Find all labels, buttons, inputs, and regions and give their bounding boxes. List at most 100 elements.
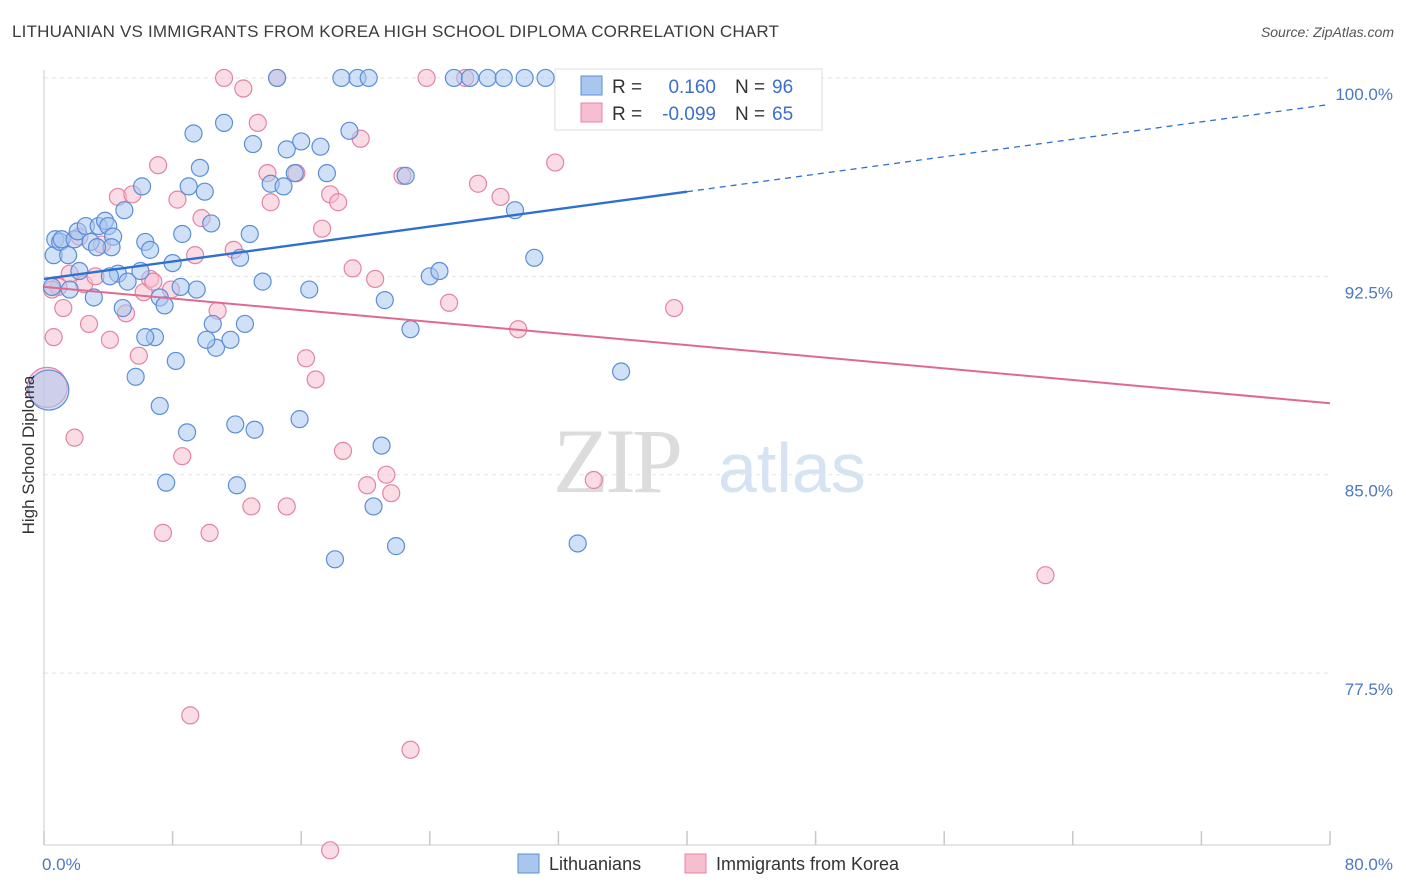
lithuanian-point xyxy=(340,121,359,140)
lithuanian-point xyxy=(460,68,480,88)
series-legend-label-korea: Immigrants from Korea xyxy=(716,854,900,874)
legend-n-value-2: 65 xyxy=(772,104,793,125)
lithuanian-point xyxy=(253,272,272,291)
legend-r-label-1: R = xyxy=(612,77,642,98)
korea-point xyxy=(248,113,267,133)
korea-point xyxy=(173,447,192,466)
lithuanian-point xyxy=(171,277,190,296)
legend-r-value-2: -0.099 xyxy=(662,104,716,125)
legend-swatch-lithuanians xyxy=(580,75,603,96)
korea-point xyxy=(181,706,200,725)
lithuanian-point xyxy=(84,288,103,307)
korea-point xyxy=(343,259,362,278)
lithuanian-point xyxy=(277,140,296,159)
korea-point xyxy=(306,370,325,389)
lithuanian-point xyxy=(292,132,311,151)
lithuanian-point xyxy=(140,240,160,259)
lithuanian-point xyxy=(494,68,513,88)
korea-point xyxy=(296,349,316,368)
lithuanian-point xyxy=(118,272,137,291)
lithuanian-point xyxy=(221,330,240,349)
korea-point xyxy=(129,346,148,365)
lithuanian-point xyxy=(173,224,192,244)
korea-point xyxy=(491,187,510,207)
watermark-atlas: atlas xyxy=(718,429,866,507)
lithuanian-point xyxy=(190,158,210,177)
korea-point xyxy=(1036,566,1055,585)
series-legend-swatch-korea xyxy=(684,853,707,874)
korea-point xyxy=(214,68,234,88)
series-legend-label-lithuanians: Lithuanians xyxy=(549,854,641,874)
korea-point xyxy=(168,190,187,209)
lithuanian-point xyxy=(536,68,555,88)
korea-point xyxy=(546,153,565,172)
lithuanian-point xyxy=(525,248,544,267)
korea-point xyxy=(79,314,99,334)
lithuanian-point xyxy=(364,497,383,516)
lithuanian-point xyxy=(274,177,293,196)
lithuanian-point xyxy=(300,280,319,299)
legend-n-label-1: N = xyxy=(735,77,765,98)
lithuanian-point xyxy=(386,537,406,556)
lithuanian-point xyxy=(444,68,464,88)
korea-point xyxy=(261,193,280,212)
korea-point xyxy=(54,298,73,318)
lithuanian-point xyxy=(87,238,107,257)
y-tick-label: 92.5% xyxy=(1345,283,1393,302)
legend-swatch-korea xyxy=(580,102,603,123)
korea-point xyxy=(200,523,219,542)
lithuanian-trend-line xyxy=(43,190,688,281)
series-legend-swatch-lithuanians xyxy=(517,853,540,874)
lithuanian-point xyxy=(195,182,214,201)
korea-point xyxy=(333,441,353,460)
x-tick-label-max: 80.0% xyxy=(1345,855,1393,874)
korea-point xyxy=(382,484,401,503)
korea-point xyxy=(65,428,84,447)
lithuanian-point xyxy=(396,166,415,185)
lithuanian-point xyxy=(401,320,420,339)
lithuanian-point xyxy=(150,396,169,416)
legend-r-value-1: 0.160 xyxy=(668,77,716,98)
lithuanian-point xyxy=(227,476,246,495)
korea-point xyxy=(665,298,684,318)
lithuanian-point xyxy=(113,298,132,318)
lithuanian-point xyxy=(202,214,221,233)
lithuanian-point xyxy=(317,164,337,183)
chart-title: LITHUANIAN VS IMMIGRANTS FROM KOREA HIGH… xyxy=(12,22,780,41)
series-legend: Lithuanians Immigrants from Korea xyxy=(517,853,900,874)
legend-n-label-2: N = xyxy=(735,104,765,125)
lithuanian-point xyxy=(132,177,152,196)
lithuanian-point xyxy=(515,68,534,88)
legend-r-label-2: R = xyxy=(612,104,642,125)
lithuanian-point xyxy=(115,201,134,220)
legend-n-value-1: 96 xyxy=(772,77,793,98)
korea-point xyxy=(186,246,205,265)
lithuanian-point xyxy=(59,246,78,265)
lithuanian-point xyxy=(245,420,264,439)
y-tick-label: 77.5% xyxy=(1345,680,1393,699)
lithuanian-point xyxy=(203,314,222,334)
source-label: Source: ZipAtlas.com xyxy=(1260,24,1394,40)
korea-point xyxy=(234,79,253,98)
korea-trend-line xyxy=(43,285,1331,405)
watermark-zip: ZIP xyxy=(553,410,680,512)
korea-point xyxy=(277,497,296,516)
grid-lines xyxy=(44,77,1330,674)
lithuanian-point xyxy=(311,137,330,156)
korea-point xyxy=(321,841,340,860)
lithuanian-point xyxy=(100,267,120,286)
korea-point xyxy=(329,193,348,212)
korea-point xyxy=(468,174,488,193)
lithuanian-point xyxy=(184,124,203,143)
korea-point xyxy=(149,156,168,175)
lithuanian-point xyxy=(430,261,449,281)
korea-point xyxy=(401,740,420,759)
korea-point xyxy=(44,328,63,347)
y-axis-label: High School Diploma xyxy=(19,375,38,534)
korea-point xyxy=(366,269,385,289)
lithuanian-point xyxy=(372,436,391,455)
lithuanian-point xyxy=(177,423,197,442)
lithuanian-point xyxy=(226,415,245,434)
korea-point xyxy=(358,476,377,495)
